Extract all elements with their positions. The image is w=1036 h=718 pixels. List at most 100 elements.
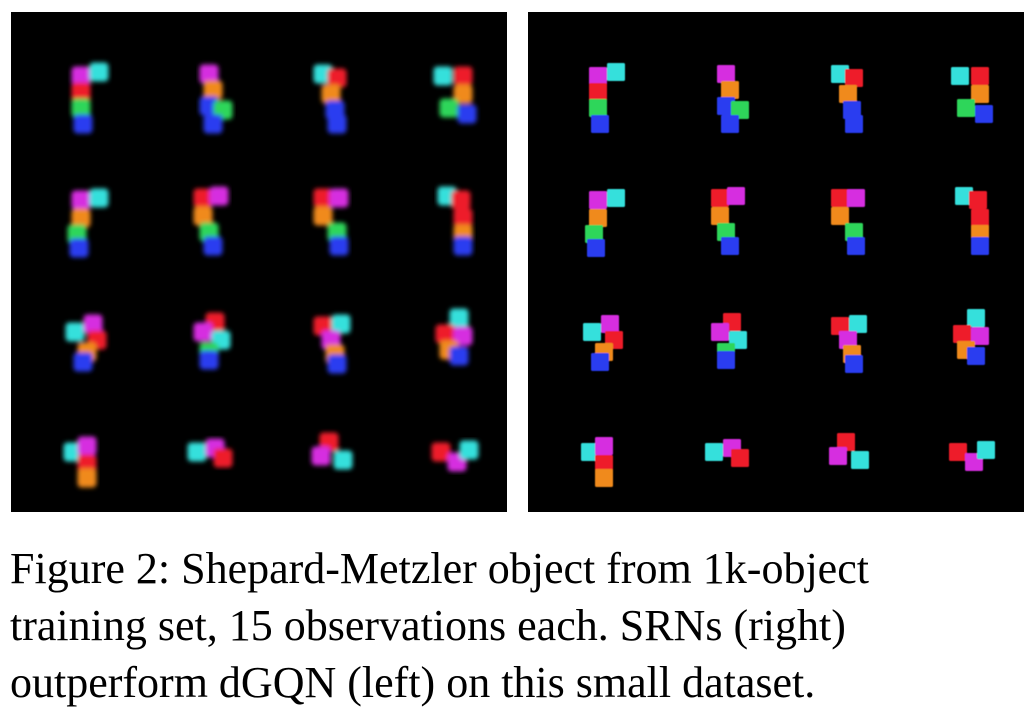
object-render-r3-c4 [435,308,473,366]
cube-block [71,82,91,102]
cube-block [321,84,341,104]
cube-block [69,238,89,258]
cube-block [71,98,91,118]
cube-block [967,309,985,327]
dgqn-render-grid [63,62,479,488]
object-render-r2-c4 [437,186,473,256]
cube-block [607,189,625,207]
cube-block [717,97,735,115]
caption-line-2: training set, 15 observations each. SRNs… [10,601,846,650]
cube-block [77,436,97,456]
cube-block [717,65,735,83]
dgqn-results-panel [11,12,507,512]
cube-block [721,237,739,255]
cube-block [331,314,351,334]
cube-block [431,442,451,462]
cube-block [435,324,455,344]
cube-block [849,315,867,333]
cube-block [839,331,857,349]
cube-block [449,308,469,328]
cube-block [601,315,619,333]
cube-block [949,443,967,461]
cube-block [73,352,93,372]
cube-block [193,206,213,226]
cube-block [333,450,353,470]
cube-block [199,64,219,84]
cube-block [851,451,869,469]
cube-block [589,191,607,209]
cube-block [957,99,975,117]
cube-block [581,443,599,461]
cube-block [77,468,97,488]
object-render-r1-c4 [951,67,993,123]
cube-block [327,354,347,374]
cube-block [969,191,987,209]
cube-block [439,98,459,118]
cube-block [65,322,85,342]
cube-block [953,325,971,343]
cube-block [843,101,861,119]
srn-results-panel [528,12,1024,512]
caption-line-1: Figure 2: Shepard-Metzler object from 1k… [10,544,869,593]
cube-block [457,104,477,124]
object-render-r4-c2 [705,439,749,467]
cube-block [583,323,601,341]
cube-block [313,206,333,226]
cube-block [203,236,223,256]
cube-block [449,346,469,366]
cube-block [327,68,347,88]
object-render-r3-c2 [193,312,231,370]
cube-block [847,189,865,207]
cube-block [731,101,749,119]
cube-block [839,85,857,103]
object-render-r3-c4 [953,309,989,365]
cube-block [433,66,453,86]
cube-block [831,65,849,83]
cube-block [203,80,223,100]
cube-block [329,188,349,208]
object-render-r3-c2 [711,313,747,369]
cube-block [71,66,91,86]
cube-block [705,443,723,461]
srn-render-grid [581,63,995,487]
cube-block [187,442,207,462]
cube-block [327,114,347,134]
cube-block [591,115,609,133]
object-render-r1-c1 [589,63,625,133]
object-render-r2-c3 [313,188,349,256]
cube-block [83,314,103,334]
object-render-r1-c2 [199,64,233,134]
object-render-r2-c2 [711,187,745,255]
object-render-r3-c3 [831,315,867,373]
object-render-r1-c2 [717,65,749,133]
cube-block [831,207,849,225]
cube-block [847,237,865,255]
cube-block [209,186,229,206]
object-render-r1-c3 [313,64,347,134]
cube-block [971,209,989,227]
cube-block [711,207,729,225]
cube-block [711,189,729,207]
object-render-r2-c4 [955,187,989,255]
cube-block [313,188,333,208]
object-render-r1-c1 [71,62,109,134]
cube-block [595,455,613,473]
cube-block [71,208,91,228]
object-render-r2-c2 [193,186,229,256]
object-render-r4-c4 [431,440,479,472]
object-render-r1-c3 [831,65,863,133]
cube-block [453,236,473,256]
cube-block [971,67,989,85]
cube-block [977,441,995,459]
figure-caption: Figure 2: Shepard-Metzler object from 1k… [10,540,1032,711]
object-render-r3-c1 [65,314,107,372]
object-render-r3-c3 [313,314,351,374]
object-render-r4-c3 [829,433,869,469]
cube-block [595,437,613,455]
cube-block [589,67,607,85]
cube-block [89,62,109,82]
cube-block [831,317,849,335]
cube-block [955,187,973,205]
cube-block [73,114,93,134]
object-render-r4-c4 [949,441,995,471]
